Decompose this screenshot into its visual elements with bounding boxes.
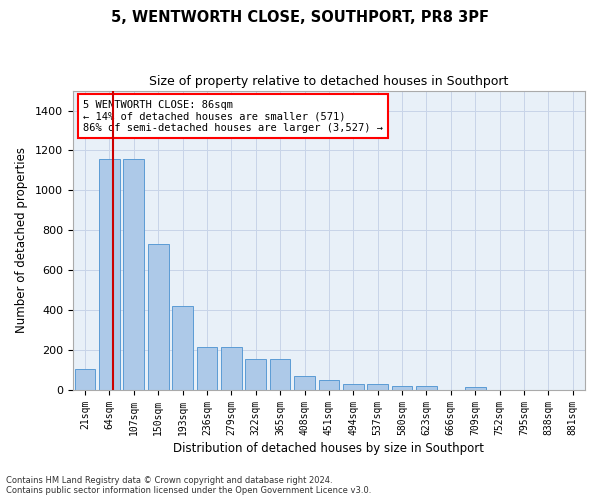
Text: 5 WENTWORTH CLOSE: 86sqm
← 14% of detached houses are smaller (571)
86% of semi-: 5 WENTWORTH CLOSE: 86sqm ← 14% of detach… <box>83 100 383 132</box>
Bar <box>172 306 193 390</box>
Bar <box>343 384 364 390</box>
Bar <box>245 359 266 390</box>
Bar <box>99 160 120 390</box>
Bar <box>416 386 437 390</box>
Bar <box>74 369 95 390</box>
Bar <box>124 160 144 390</box>
Text: Contains HM Land Registry data © Crown copyright and database right 2024.
Contai: Contains HM Land Registry data © Crown c… <box>6 476 371 495</box>
Title: Size of property relative to detached houses in Southport: Size of property relative to detached ho… <box>149 75 509 88</box>
Bar <box>197 347 217 390</box>
X-axis label: Distribution of detached houses by size in Southport: Distribution of detached houses by size … <box>173 442 484 455</box>
Text: 5, WENTWORTH CLOSE, SOUTHPORT, PR8 3PF: 5, WENTWORTH CLOSE, SOUTHPORT, PR8 3PF <box>111 10 489 25</box>
Y-axis label: Number of detached properties: Number of detached properties <box>15 148 28 334</box>
Bar <box>294 376 315 390</box>
Bar <box>367 384 388 390</box>
Bar <box>319 380 339 390</box>
Bar <box>392 386 412 390</box>
Bar <box>270 359 290 390</box>
Bar <box>148 244 169 390</box>
Bar <box>465 387 485 390</box>
Bar <box>221 347 242 390</box>
